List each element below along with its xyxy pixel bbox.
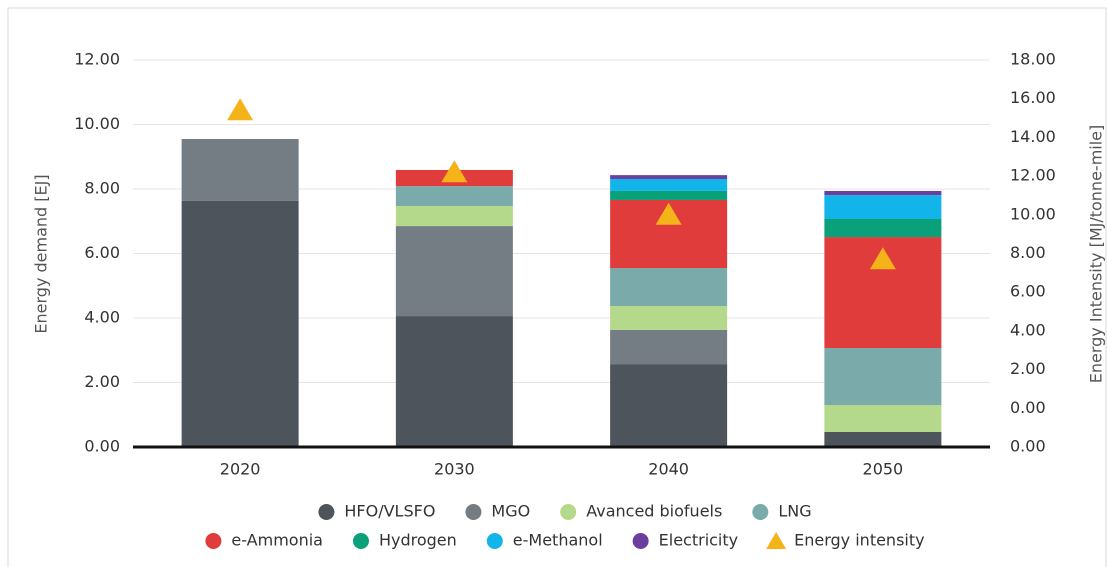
y-tick-label: 6.00: [84, 243, 120, 262]
x-tick-label: 2040: [648, 460, 689, 479]
bar-segment: [610, 190, 728, 200]
y2-tick-label: 10.00: [1010, 204, 1056, 223]
bar-segment: [824, 347, 942, 406]
y2-axis-label: Energy Intensity [MJ/tonne-mile]: [1087, 125, 1106, 384]
triangle-marker: [655, 202, 682, 225]
y-tick-label: 4.00: [84, 308, 120, 327]
triangle-marker: [227, 98, 254, 121]
y2-tick-label: 0.00: [1010, 398, 1046, 417]
legend-swatch: [352, 533, 369, 549]
bar-segment: [395, 186, 513, 207]
y2-tick-label: 12.00: [1010, 166, 1056, 185]
bar-segment: [824, 190, 942, 196]
legend-swatch: [465, 504, 482, 520]
y2-tick-label: 16.00: [1010, 88, 1056, 107]
x-tick-label: 2020: [220, 460, 261, 479]
frame: [7, 7, 1107, 567]
bar-segment: [824, 195, 942, 219]
legend-label: Energy intensity: [794, 531, 924, 550]
legend-label: Hydrogen: [379, 531, 457, 550]
bar-segment: [610, 175, 728, 180]
bar-segment: [395, 206, 513, 227]
y2-tick-label: 8.00: [1010, 243, 1046, 262]
y2-tick-label: 18.00: [1010, 50, 1056, 69]
y2-tick-label: 2.00: [1010, 359, 1046, 378]
bar-segment: [610, 329, 728, 365]
bar-segment: [824, 431, 942, 447]
y2-tick-label: 0.00: [1010, 437, 1046, 456]
legend-label: LNG: [778, 502, 811, 521]
y-tick-label: 8.00: [84, 179, 120, 198]
legend-swatch: [766, 532, 787, 549]
y-axis-label: Energy demand [EJ]: [32, 174, 51, 333]
bar-segment: [395, 316, 513, 447]
legend-swatch: [205, 533, 222, 549]
y-tick-label: 10.00: [74, 114, 120, 133]
bar-segment: [181, 200, 299, 447]
bar-segment: [181, 139, 299, 201]
bar-segment: [824, 405, 942, 432]
legend-swatch: [486, 533, 503, 549]
legend-label: HFO/VLSFO: [344, 502, 435, 521]
legend-label: MGO: [491, 502, 530, 521]
legend-swatch: [318, 504, 335, 520]
legend-label: e-Ammonia: [231, 531, 323, 550]
x-tick-label: 2050: [863, 460, 904, 479]
y-tick-label: 12.00: [74, 50, 120, 69]
triangle-marker: [869, 247, 896, 270]
bar-segment: [610, 268, 728, 307]
bar-segment: [610, 179, 728, 191]
legend-label: Electricity: [659, 531, 738, 550]
legend-swatch: [752, 504, 769, 520]
bar-segment: [610, 364, 728, 447]
x-tick-label: 2030: [434, 460, 475, 479]
legend-swatch: [560, 504, 577, 520]
legend-swatch: [632, 533, 649, 549]
bar-segment: [395, 226, 513, 317]
bar-segment: [610, 306, 728, 330]
bar-segment: [824, 218, 942, 238]
triangle-marker: [441, 160, 468, 183]
legend-label: e-Methanol: [513, 531, 603, 550]
legend-label: Avanced biofuels: [586, 502, 722, 521]
y-tick-label: 2.00: [84, 372, 120, 391]
y2-tick-label: 6.00: [1010, 282, 1046, 301]
y-tick-label: 0.00: [84, 437, 120, 456]
y2-tick-label: 14.00: [1010, 127, 1056, 146]
y2-tick-label: 4.00: [1010, 320, 1046, 339]
